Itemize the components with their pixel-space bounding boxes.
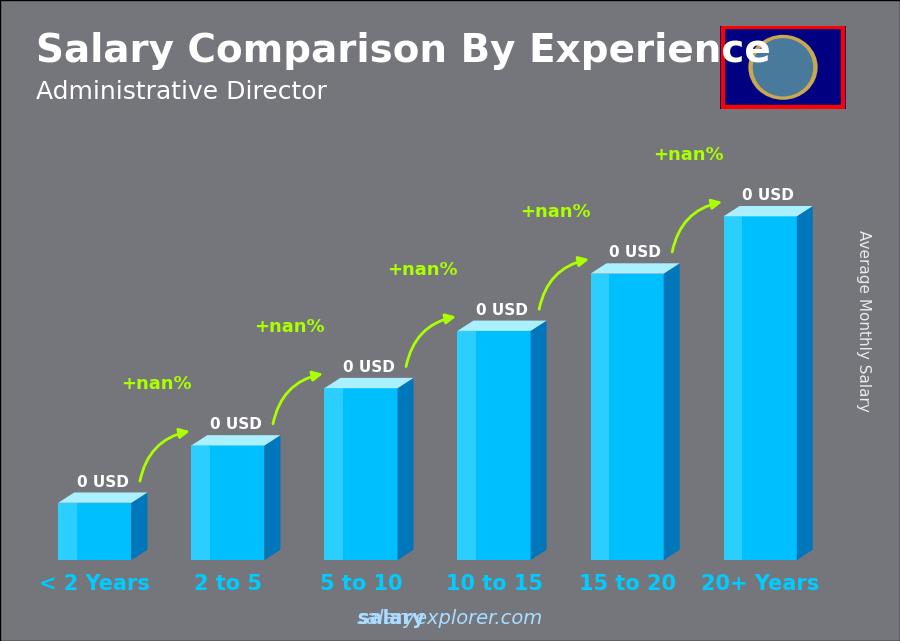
Polygon shape [590,274,608,560]
Polygon shape [192,435,281,445]
Polygon shape [324,388,398,560]
Polygon shape [457,320,546,331]
Text: Administrative Director: Administrative Director [36,80,327,104]
Polygon shape [724,206,813,216]
Polygon shape [724,216,742,560]
Polygon shape [58,503,131,560]
Polygon shape [590,274,663,560]
Text: +nan%: +nan% [121,376,192,394]
Text: 0 USD: 0 USD [742,188,794,203]
Polygon shape [192,445,210,560]
Polygon shape [457,331,531,560]
Ellipse shape [752,38,814,97]
Polygon shape [724,216,796,560]
Polygon shape [663,263,680,560]
Polygon shape [192,445,265,560]
Polygon shape [58,492,148,503]
Text: +nan%: +nan% [653,146,724,164]
Text: 0 USD: 0 USD [76,474,129,490]
Polygon shape [457,331,476,560]
Polygon shape [324,388,343,560]
Ellipse shape [748,35,817,100]
Polygon shape [265,435,281,560]
Polygon shape [531,320,546,560]
Polygon shape [398,378,413,560]
Polygon shape [131,492,148,560]
Polygon shape [58,503,76,560]
Text: Average Monthly Salary: Average Monthly Salary [857,229,871,412]
Polygon shape [324,378,413,388]
Polygon shape [590,263,680,274]
Text: Salary Comparison By Experience: Salary Comparison By Experience [36,32,770,70]
Text: salaryexplorer.com: salaryexplorer.com [357,609,543,628]
Text: +nan%: +nan% [254,318,324,336]
Text: 0 USD: 0 USD [343,360,395,375]
Polygon shape [796,206,813,560]
Text: +nan%: +nan% [387,261,457,279]
Text: 0 USD: 0 USD [210,417,262,432]
Text: 0 USD: 0 USD [609,246,661,260]
Text: salary: salary [358,609,425,628]
Text: +nan%: +nan% [520,203,590,222]
Text: 0 USD: 0 USD [476,303,528,318]
